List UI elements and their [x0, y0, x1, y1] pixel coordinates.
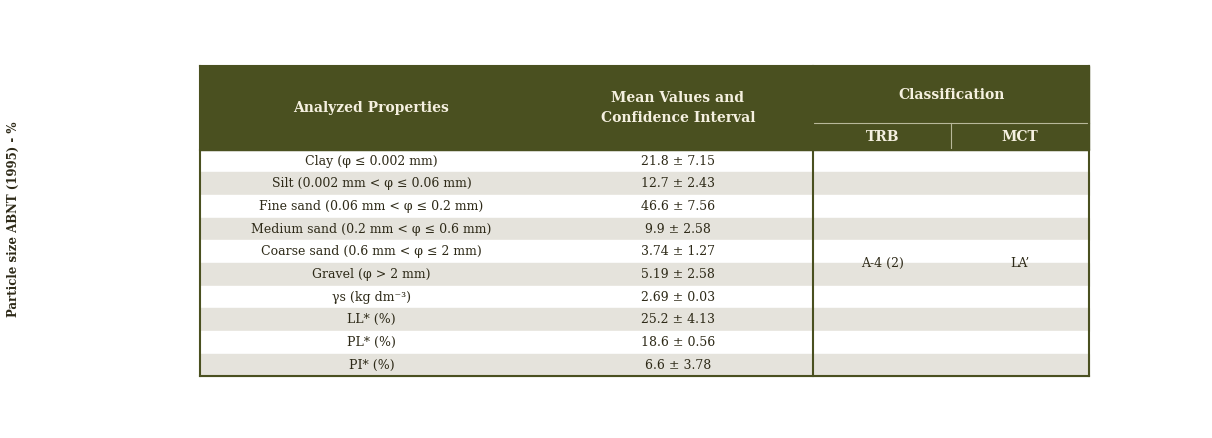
- Bar: [200, 195, 1088, 218]
- Text: Mean Values and
Confidence Interval: Mean Values and Confidence Interval: [601, 91, 755, 125]
- Text: Fine sand (0.06 mm < φ ≤ 0.2 mm): Fine sand (0.06 mm < φ ≤ 0.2 mm): [259, 200, 484, 213]
- Text: PI* (%): PI* (%): [349, 359, 394, 371]
- Text: 5.19 ± 2.58: 5.19 ± 2.58: [641, 268, 715, 281]
- Text: 21.8 ± 7.15: 21.8 ± 7.15: [641, 155, 715, 168]
- Text: 6.6 ± 3.78: 6.6 ± 3.78: [645, 359, 711, 371]
- Text: LL* (%): LL* (%): [347, 313, 395, 326]
- Text: LA’: LA’: [1011, 257, 1030, 269]
- Bar: [200, 124, 1088, 150]
- Text: Clay (φ ≤ 0.002 mm): Clay (φ ≤ 0.002 mm): [305, 155, 438, 168]
- Text: 2.69 ± 0.03: 2.69 ± 0.03: [641, 290, 715, 304]
- Text: 46.6 ± 7.56: 46.6 ± 7.56: [641, 200, 715, 213]
- Text: 3.74 ± 1.27: 3.74 ± 1.27: [641, 245, 715, 258]
- Text: Gravel (φ > 2 mm): Gravel (φ > 2 mm): [313, 268, 430, 281]
- Text: Particle size ABNT (1995) - %: Particle size ABNT (1995) - %: [7, 121, 19, 317]
- Text: PL* (%): PL* (%): [347, 336, 396, 349]
- Text: γs (kg dm⁻³): γs (kg dm⁻³): [332, 290, 411, 304]
- Bar: [200, 286, 1088, 308]
- Text: 9.9 ± 2.58: 9.9 ± 2.58: [645, 223, 711, 236]
- Bar: [200, 353, 1088, 376]
- Text: TRB: TRB: [865, 130, 899, 144]
- Bar: [200, 240, 1088, 263]
- Text: Classification: Classification: [898, 88, 1005, 102]
- Text: Silt (0.002 mm < φ ≤ 0.06 mm): Silt (0.002 mm < φ ≤ 0.06 mm): [271, 177, 471, 190]
- Text: 12.7 ± 2.43: 12.7 ± 2.43: [641, 177, 715, 190]
- Text: Coarse sand (0.6 mm < φ ≤ 2 mm): Coarse sand (0.6 mm < φ ≤ 2 mm): [261, 245, 481, 258]
- Text: 18.6 ± 0.56: 18.6 ± 0.56: [641, 336, 715, 349]
- Text: MCT: MCT: [1001, 130, 1039, 144]
- Bar: [200, 173, 1088, 195]
- Bar: [200, 218, 1088, 240]
- Bar: [200, 150, 1088, 173]
- Text: Medium sand (0.2 mm < φ ≤ 0.6 mm): Medium sand (0.2 mm < φ ≤ 0.6 mm): [251, 223, 492, 236]
- Text: A-4 (2): A-4 (2): [861, 257, 904, 269]
- Bar: [200, 331, 1088, 353]
- Text: 25.2 ± 4.13: 25.2 ± 4.13: [641, 313, 715, 326]
- Text: Analyzed Properties: Analyzed Properties: [293, 101, 450, 115]
- Bar: [200, 66, 1088, 124]
- Bar: [200, 263, 1088, 286]
- Bar: [200, 308, 1088, 331]
